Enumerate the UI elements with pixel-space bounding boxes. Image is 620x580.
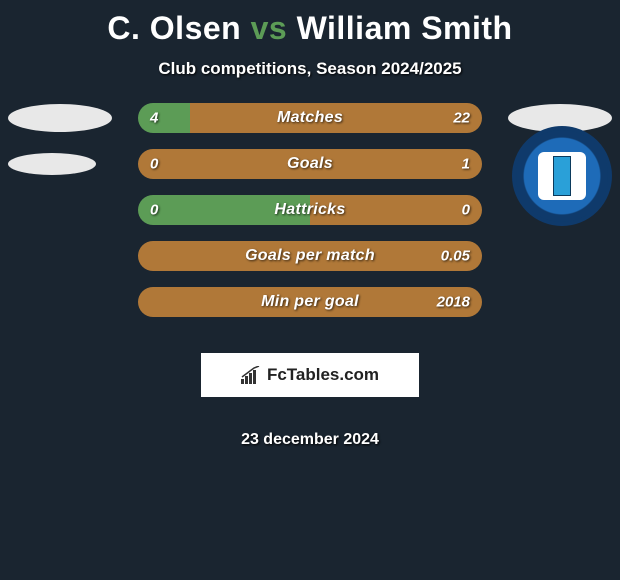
left-emblem-1 xyxy=(8,104,112,132)
stat-bar-gpm: Goals per match 0.05 xyxy=(138,241,482,271)
stat-bar-mpg: Min per goal 2018 xyxy=(138,287,482,317)
stat-right-value: 0.05 xyxy=(441,248,470,265)
stat-bar-goals: 0 Goals 1 xyxy=(138,149,482,179)
date-label: 23 december 2024 xyxy=(241,431,379,449)
oval-icon xyxy=(8,104,112,132)
brand-text: FcTables.com xyxy=(267,365,379,385)
badge-inner xyxy=(538,152,586,200)
oval-icon xyxy=(8,153,96,175)
stat-left-value: 4 xyxy=(150,110,158,127)
stat-left-value: 0 xyxy=(150,202,158,219)
stat-right-value: 1 xyxy=(462,156,470,173)
subtitle: Club competitions, Season 2024/2025 xyxy=(0,59,620,79)
stat-right-value: 2018 xyxy=(437,294,470,311)
stat-label: Hattricks xyxy=(274,201,345,219)
stat-row: Goals per match 0.05 xyxy=(0,241,620,271)
left-emblem-2 xyxy=(8,153,96,175)
brand-chart-icon xyxy=(241,366,261,384)
stat-label: Goals xyxy=(287,155,333,173)
stat-right-value: 0 xyxy=(462,202,470,219)
stat-row: 0 Goals 1 xyxy=(0,149,620,179)
stat-left-value: 0 xyxy=(150,156,158,173)
stat-label: Min per goal xyxy=(261,293,359,311)
stat-label: Matches xyxy=(277,109,343,127)
player2-name: William Smith xyxy=(297,10,513,46)
stat-row: 0 Hattricks 0 xyxy=(0,195,620,225)
stat-label: Goals per match xyxy=(245,247,375,265)
stat-right-value: 22 xyxy=(453,110,470,127)
vs-word: vs xyxy=(251,10,288,46)
stat-row: Min per goal 2018 xyxy=(0,287,620,317)
player1-name: C. Olsen xyxy=(107,10,241,46)
comparison-title: C. Olsen vs William Smith xyxy=(0,0,620,47)
badge-stripe xyxy=(553,156,571,196)
stats-area: 4 Matches 22 0 Goals 1 xyxy=(0,103,620,449)
brand-box: FcTables.com xyxy=(201,353,419,397)
bar-left-fill xyxy=(138,103,190,133)
stat-bar-matches: 4 Matches 22 xyxy=(138,103,482,133)
stat-bar-hattricks: 0 Hattricks 0 xyxy=(138,195,482,225)
